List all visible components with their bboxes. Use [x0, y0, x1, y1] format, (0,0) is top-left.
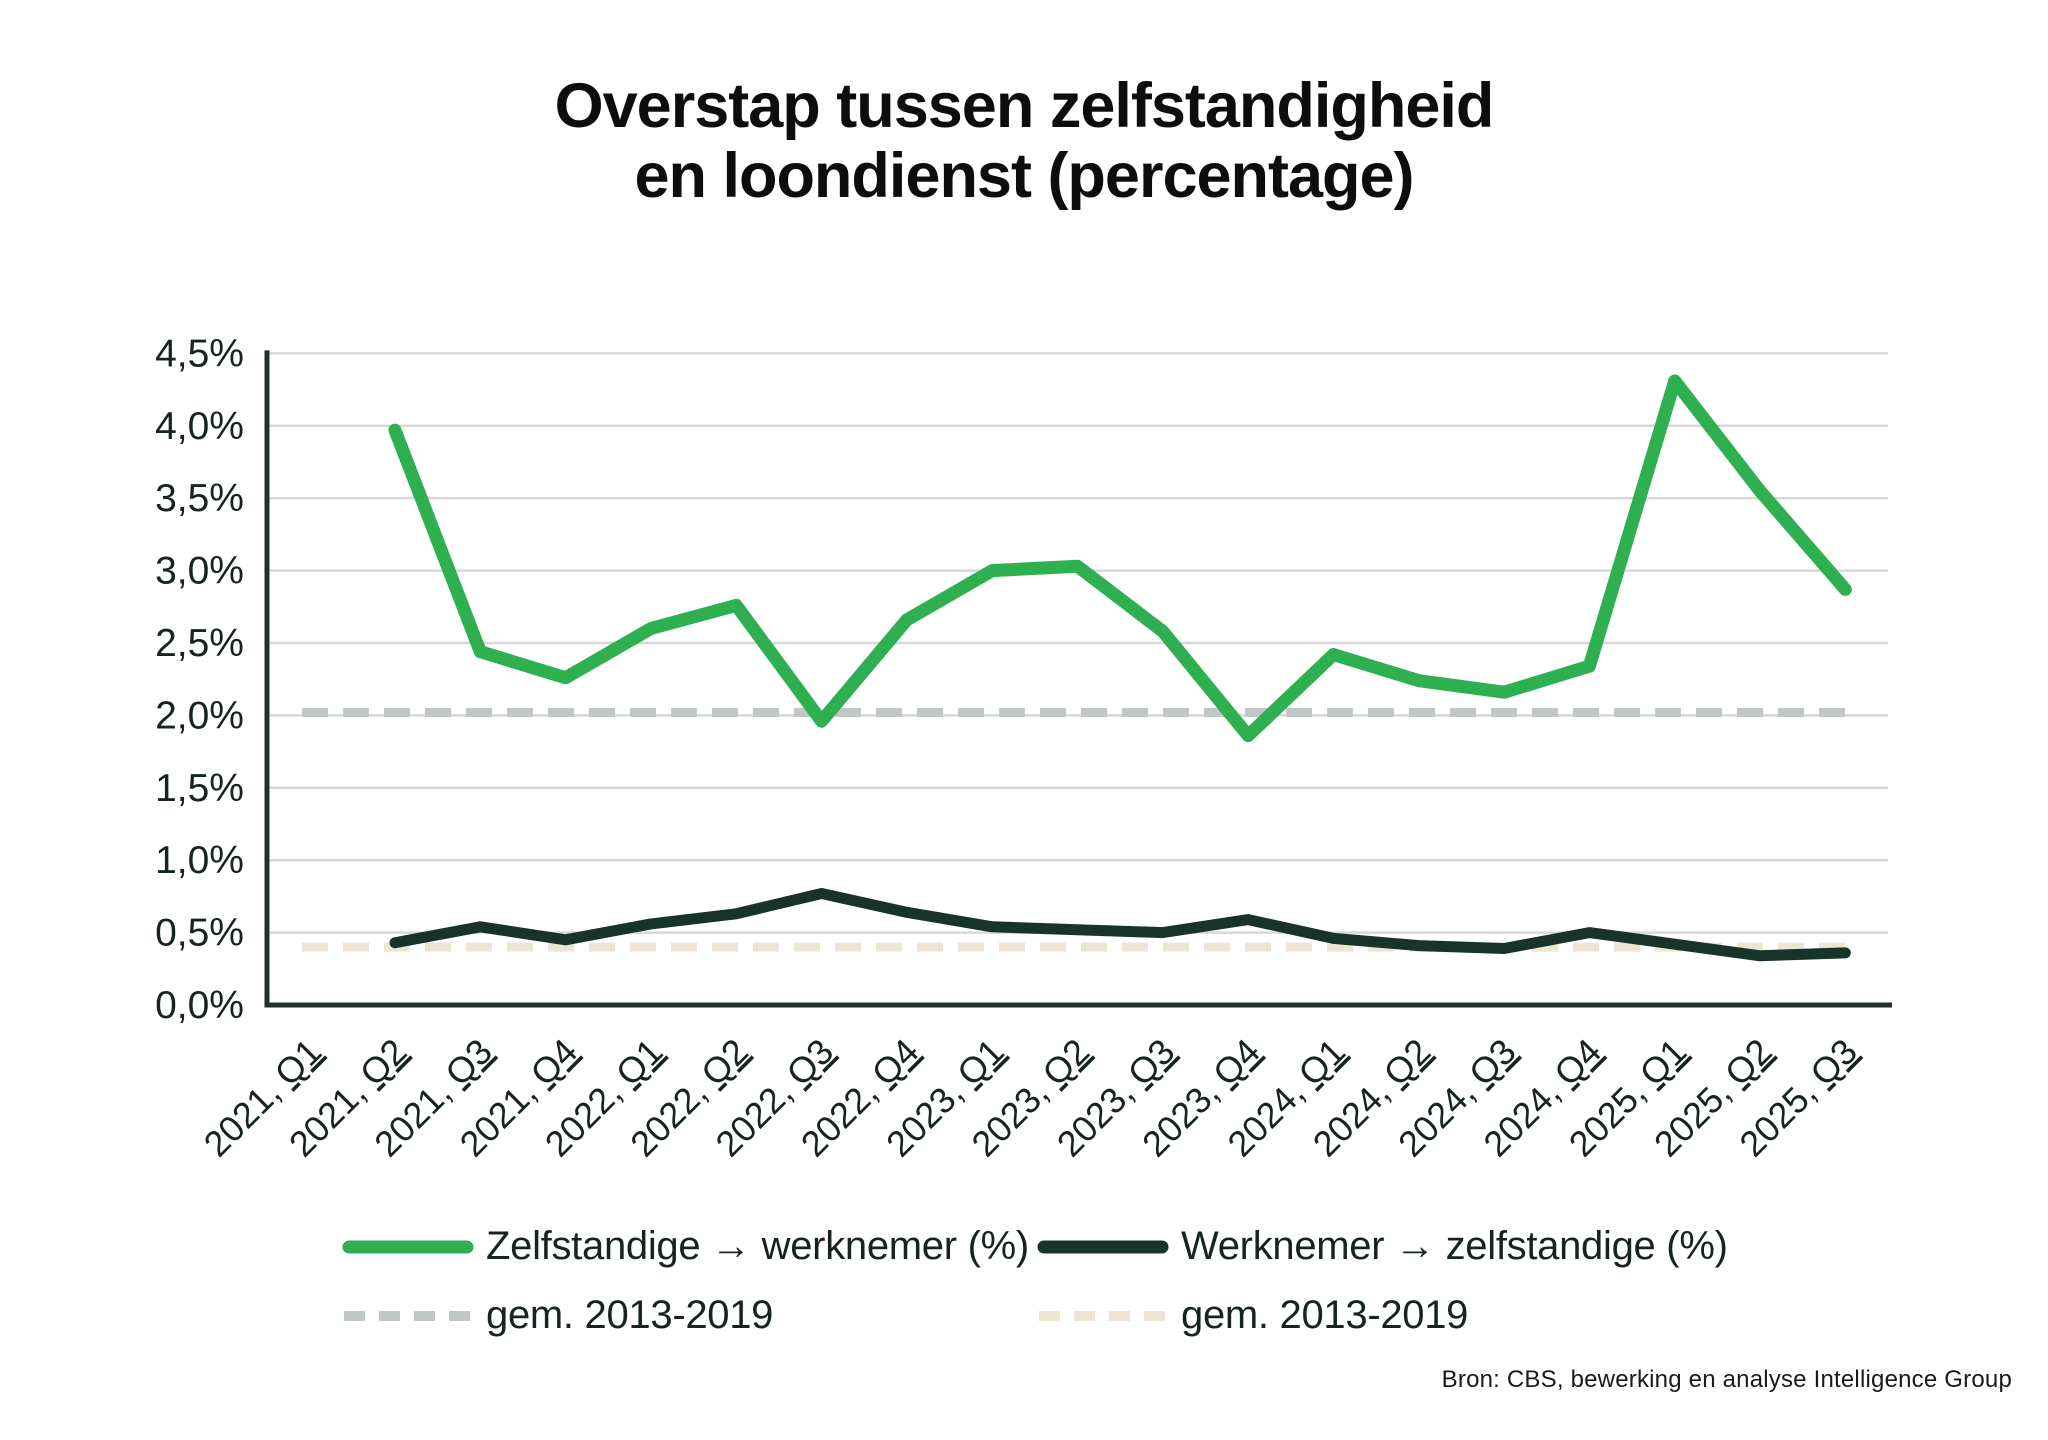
- legend-label: Werknemer → zelfstandige (%): [1181, 1224, 1728, 1268]
- solid-line-swatch-dark: [1037, 1240, 1169, 1253]
- dashed-line-swatch-beige: [1039, 1310, 1167, 1321]
- solid-line-swatch-green: [342, 1240, 474, 1253]
- y-tick-label: 3,0%: [155, 550, 244, 593]
- dashed-line-swatch-gray: [344, 1310, 472, 1321]
- y-tick-label: 4,0%: [155, 405, 244, 448]
- legend-item-werknemer-zelfstandige: Werknemer → zelfstandige (%): [1037, 1224, 1728, 1269]
- chart-legend: Zelfstandige → werknemer (%) Werknemer →…: [342, 1224, 1728, 1338]
- y-tick-label: 0,5%: [155, 912, 244, 955]
- y-tick-label: 3,5%: [155, 477, 244, 520]
- legend-item-gem-werknemer: gem. 2013-2019: [1037, 1293, 1728, 1338]
- gridlines: [267, 352, 1888, 934]
- legend-label: gem. 2013-2019: [1181, 1293, 1469, 1337]
- legend-item-gem-zelfstandige: gem. 2013-2019: [342, 1293, 1037, 1338]
- y-tick-label: 1,5%: [155, 767, 244, 810]
- y-tick-label: 0,0%: [155, 984, 244, 1027]
- series-line-0: [388, 374, 1852, 743]
- legend-label: gem. 2013-2019: [486, 1293, 774, 1337]
- legend-label: Zelfstandige → werknemer (%): [486, 1224, 1029, 1268]
- y-tick-label: 1,0%: [155, 839, 244, 882]
- chart-title-line-2: en loondienst (percentage): [634, 140, 1414, 211]
- legend-item-zelfstandige-werknemer: Zelfstandige → werknemer (%): [342, 1224, 1037, 1269]
- y-tick-label: 2,0%: [155, 694, 244, 737]
- y-axis-labels: 0,0% 0,5% 1,0% 1,5% 2,0% 2,5% 3,0% 3,5% 4,0% 4,5%: [155, 332, 244, 1027]
- series-line-1: [389, 888, 1851, 962]
- source-note: Bron: CBS, bewerking en analyse Intellig…: [1441, 1366, 2012, 1393]
- y-tick-label: 4,5%: [155, 332, 244, 375]
- chart-title: Overstap tussen zelfstandigheid en loond…: [0, 71, 2048, 212]
- y-tick-label: 2,5%: [155, 622, 244, 665]
- chart-title-line-1: Overstap tussen zelfstandigheid: [554, 71, 1495, 141]
